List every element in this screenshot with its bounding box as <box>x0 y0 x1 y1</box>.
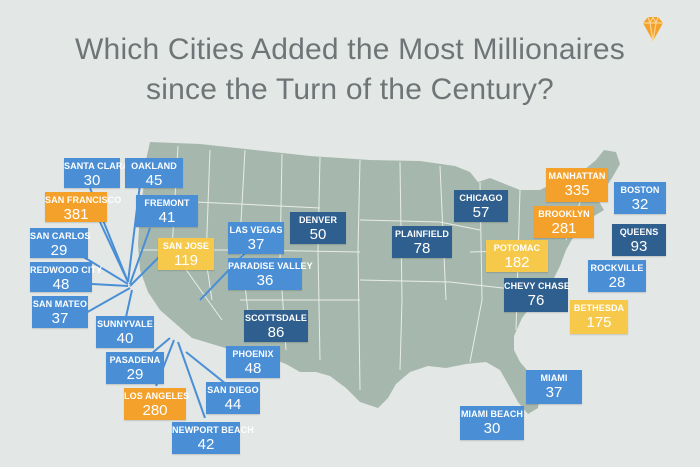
city-value: 86 <box>267 324 285 341</box>
callout-bethesda: BETHESDA 175 <box>570 300 628 334</box>
callout-sunnyvale: SUNNYVALE 40 <box>96 316 154 348</box>
city-value: 36 <box>256 272 274 289</box>
city-name: PARADISE VALLEY <box>228 261 313 271</box>
city-name: PHOENIX <box>232 349 274 359</box>
city-value: 93 <box>630 238 648 255</box>
city-name: CHICAGO <box>459 193 503 203</box>
callout-manhattan: MANHATTAN 335 <box>546 168 608 202</box>
city-value: 48 <box>52 276 70 293</box>
city-name: SCOTTSDALE <box>244 313 307 323</box>
city-value: 37 <box>545 384 563 401</box>
callout-paradise-valley: PARADISE VALLEY 36 <box>228 258 313 290</box>
city-name: SAN MATEO <box>32 299 88 309</box>
city-value: 28 <box>608 274 626 291</box>
city-name: REDWOOD CITY <box>30 265 103 275</box>
city-name: DENVER <box>298 215 338 225</box>
callout-las-vegas: LAS VEGAS 37 <box>228 222 284 254</box>
callout-phoenix: PHOENIX 48 <box>226 346 280 378</box>
city-name: FREMONT <box>144 198 190 208</box>
city-name: BETHESDA <box>573 303 625 313</box>
city-name: CHEVY CHASE <box>504 281 570 291</box>
city-value: 29 <box>50 242 68 259</box>
city-name: SAN JOSE <box>162 241 210 251</box>
callout-santa-clara: SANTA CLARA 30 <box>64 158 130 189</box>
callout-denver: DENVER 50 <box>290 212 346 244</box>
callout-san-francisco: SAN FRANCISCO 381 <box>45 192 122 223</box>
title-line-2: since the Turn of the Century? <box>146 73 554 106</box>
title-line-1: Which Cities Added the Most Millionaires <box>75 33 625 66</box>
city-name: SANTA CLARA <box>64 161 130 171</box>
callout-san-diego: SAN DIEGO 44 <box>206 382 260 414</box>
callout-miami: MIAMI 37 <box>526 370 582 404</box>
city-value: 175 <box>586 314 612 331</box>
city-value: 41 <box>158 209 176 226</box>
city-name: LAS VEGAS <box>229 225 283 235</box>
callout-rockville: ROCKVILLE 28 <box>588 260 646 292</box>
callout-newport-beach: NEWPORT BEACH 42 <box>172 422 254 454</box>
city-value: 30 <box>483 420 501 437</box>
callout-scottsdale: SCOTTSDALE 86 <box>244 310 308 342</box>
city-value: 78 <box>413 240 431 257</box>
callout-redwood-city: REDWOOD CITY 48 <box>30 262 103 293</box>
city-value: 30 <box>83 172 101 189</box>
callout-potomac: POTOMAC 182 <box>486 240 548 272</box>
city-name: BROOKLYN <box>538 209 590 219</box>
callout-plainfield: PLAINFIELD 78 <box>392 226 452 258</box>
city-name: SUNNYVALE <box>97 319 153 329</box>
city-name: NEWPORT BEACH <box>172 425 254 435</box>
callout-san-jose: SAN JOSE 119 <box>158 238 214 270</box>
city-value: 42 <box>197 436 215 453</box>
callout-chicago: CHICAGO 57 <box>454 190 508 222</box>
city-value: 45 <box>145 172 163 189</box>
city-name: BOSTON <box>620 185 660 195</box>
city-name: PLAINFIELD <box>395 229 449 239</box>
callout-oakland: OAKLAND 45 <box>125 158 183 189</box>
callout-chevy-chase: CHEVY CHASE 76 <box>504 278 570 312</box>
city-name: SAN DIEGO <box>207 385 259 395</box>
city-name: ROCKVILLE <box>590 263 644 273</box>
callout-boston: BOSTON 32 <box>614 182 666 214</box>
callout-pasadena: PASADENA 29 <box>106 352 164 384</box>
city-value: 119 <box>174 252 198 269</box>
chart-title: Which Cities Added the Most Millionaires… <box>0 30 700 110</box>
city-value: 32 <box>631 196 649 213</box>
city-value: 48 <box>244 360 262 377</box>
callout-queens: QUEENS 93 <box>612 224 666 256</box>
city-name: SAN CARLOS <box>30 231 91 241</box>
city-value: 280 <box>142 402 168 419</box>
city-name: MIAMI BEACH <box>460 409 524 419</box>
callout-san-carlos: SAN CARLOS 29 <box>30 228 91 259</box>
city-name: PASADENA <box>109 355 161 365</box>
city-name: MANHATTAN <box>548 171 606 181</box>
city-value: 76 <box>527 292 545 309</box>
city-name: QUEENS <box>619 227 659 237</box>
city-name: SAN FRANCISCO <box>45 195 122 205</box>
city-value: 381 <box>63 206 89 223</box>
city-value: 40 <box>116 330 134 347</box>
city-value: 29 <box>126 366 144 383</box>
callout-los-angeles: LOS ANGELES 280 <box>124 388 190 420</box>
city-value: 281 <box>551 220 577 237</box>
city-value: 37 <box>51 310 69 327</box>
city-name: LOS ANGELES <box>124 391 190 401</box>
city-value: 37 <box>247 236 265 253</box>
city-value: 57 <box>472 204 490 221</box>
city-name: POTOMAC <box>493 243 541 253</box>
city-value: 50 <box>309 226 327 243</box>
city-value: 44 <box>224 396 242 413</box>
callout-fremont: FREMONT 41 <box>136 195 198 227</box>
callout-brooklyn: BROOKLYN 281 <box>534 206 594 238</box>
city-value: 182 <box>504 254 530 271</box>
city-name: MIAMI <box>540 373 568 383</box>
callout-miami-beach: MIAMI BEACH 30 <box>460 406 524 440</box>
city-value: 335 <box>564 182 590 199</box>
city-name: OAKLAND <box>131 161 177 171</box>
callout-san-mateo: SAN MATEO 37 <box>32 296 88 328</box>
diamond-icon <box>643 15 663 42</box>
